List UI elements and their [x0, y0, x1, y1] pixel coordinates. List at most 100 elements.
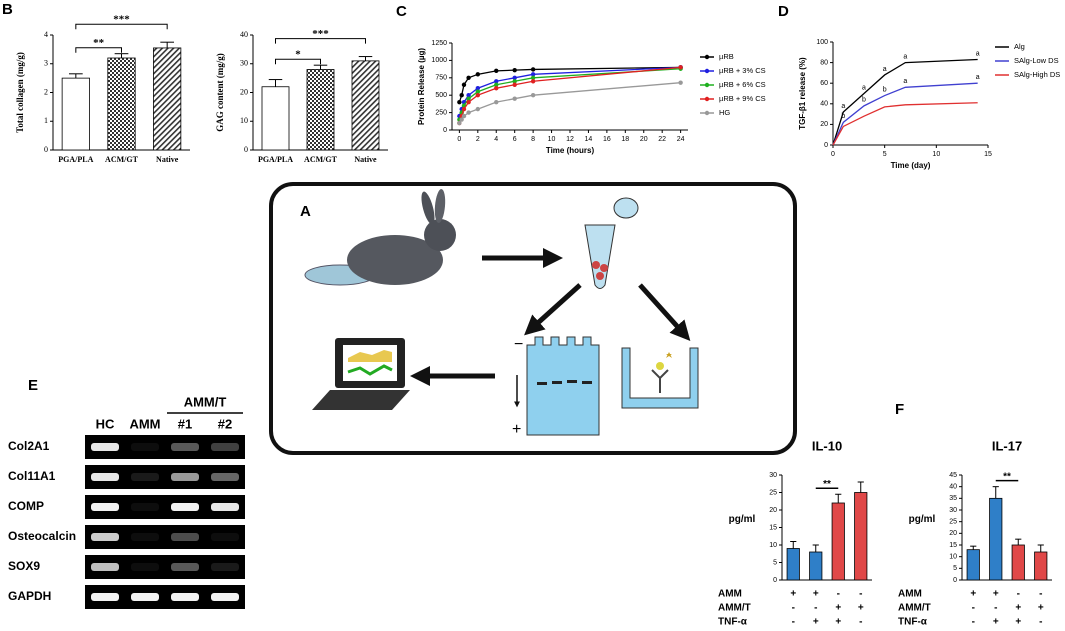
x-tick-label: 0 — [457, 136, 461, 143]
y-tick-label: 5 — [953, 565, 957, 572]
legend-label: µRB — [719, 52, 734, 61]
y-axis-label: GAG content (mg/g) — [215, 53, 225, 132]
condition-sign: + — [970, 589, 976, 600]
bar — [809, 551, 823, 581]
gel-band — [171, 563, 199, 571]
x-tick-label: 4 — [494, 136, 498, 143]
y-tick-label: 750 — [435, 75, 447, 82]
panel-label: F — [895, 401, 904, 418]
y-tick-label: 15 — [769, 524, 777, 531]
y-tick-label: 0 — [443, 127, 447, 134]
gel-panel: HC AMM #1 #2 AMM/T Col2A1 Col11A1 COMP Osteocalc… — [8, 394, 245, 609]
gel-band — [211, 503, 239, 511]
point-label: a — [862, 84, 866, 91]
y-tick-label: 2 — [44, 87, 48, 96]
bar — [831, 502, 845, 581]
y-tick-label: 25 — [769, 489, 777, 496]
tube — [584, 224, 616, 289]
gel-band — [91, 593, 119, 601]
condition-sign: + — [835, 603, 841, 614]
legend-marker — [704, 54, 710, 60]
panel-label: B — [2, 1, 13, 18]
gene-label: Osteocalcin — [8, 529, 76, 543]
bar — [1011, 544, 1025, 581]
y-tick-label: 30 — [949, 507, 957, 514]
significance-label: * — [295, 49, 301, 61]
y-tick-label: 20 — [769, 507, 777, 514]
legend-label: SAlg-High DS — [1014, 70, 1060, 79]
y-tick-label: 10 — [240, 116, 248, 125]
x-tick-label: 5 — [883, 151, 887, 158]
y-tick-label: 35 — [949, 495, 957, 502]
condition-sign: - — [972, 617, 975, 628]
condition-sign: + — [813, 617, 819, 628]
condition-sign: - — [814, 603, 817, 614]
significance-bracket — [275, 58, 321, 65]
bar — [989, 497, 1003, 581]
x-axis-label: Time (hours) — [546, 146, 595, 155]
x-tick-label: ACM/GT — [105, 155, 139, 164]
y-axis-label: pg/ml — [729, 514, 756, 525]
x-tick-label: PGA/PLA — [58, 155, 93, 164]
gel-band — [171, 593, 199, 601]
gel-band — [171, 443, 199, 451]
gel-band — [131, 473, 159, 481]
gene-label: SOX9 — [8, 559, 40, 573]
y-tick-label: 60 — [820, 80, 828, 87]
gene-label: Col11A1 — [8, 469, 56, 483]
panel-label: D — [778, 3, 789, 20]
bar-chart: 0 5 10 15 20 25 30 35 40 45 ** IL-17 pg/ml AMM + + - - AMM… — [898, 438, 1052, 628]
condition-sign: - — [1039, 617, 1042, 628]
x-tick-label: ACM/GT — [304, 155, 338, 164]
x-tick-label: 18 — [621, 136, 629, 143]
condition-sign: + — [993, 589, 999, 600]
x-tick-label: 6 — [513, 136, 517, 143]
condition-sign: - — [792, 603, 795, 614]
x-tick-label: 10 — [932, 151, 940, 158]
gel-band — [211, 443, 239, 451]
y-tick-label: 40 — [949, 484, 957, 491]
x-tick-label: 24 — [677, 136, 685, 143]
x-tick-label: 12 — [566, 136, 574, 143]
legend-label: SAlg-Low DS — [1014, 56, 1059, 65]
point-label: a — [903, 78, 907, 85]
gel-band — [131, 593, 159, 601]
y-tick-label: 10 — [949, 554, 957, 561]
gel-band — [131, 503, 159, 511]
y-tick-label: 1000 — [431, 57, 447, 64]
y-tick-label: 30 — [240, 59, 248, 68]
lane-label: AMM — [129, 416, 160, 431]
y-tick-label: 250 — [435, 109, 447, 116]
point-label: b — [883, 86, 887, 93]
y-tick-label: 500 — [435, 92, 447, 99]
arrow — [638, 283, 691, 341]
gel-sign: − — [514, 336, 523, 353]
point-label: a — [976, 50, 980, 57]
y-tick-label: 25 — [949, 519, 957, 526]
rabbit-ear — [434, 189, 446, 223]
panel-label: A — [300, 203, 311, 220]
rabbit-head — [424, 219, 456, 251]
condition-sign: + — [1015, 617, 1021, 628]
y-tick-label: 0 — [44, 145, 48, 154]
series-line — [458, 66, 681, 103]
condition-sign: - — [792, 617, 795, 628]
series-line — [458, 82, 681, 124]
point-label: a — [841, 103, 845, 110]
rabbit-ear — [421, 191, 435, 225]
bar — [306, 69, 335, 151]
significance-bracket — [75, 23, 168, 30]
chart-title: IL-17 — [992, 438, 1022, 453]
gene-label: Col2A1 — [8, 439, 50, 453]
significance-label: ** — [1003, 471, 1011, 482]
point-label: a — [903, 53, 907, 60]
bar — [786, 548, 800, 581]
y-tick-label: 20 — [240, 87, 248, 96]
y-tick-label: 3 — [44, 59, 48, 68]
x-tick-label: Native — [156, 155, 179, 164]
y-tick-label: 1250 — [431, 40, 447, 47]
condition-sign: + — [790, 589, 796, 600]
y-tick-label: 0 — [953, 577, 957, 584]
